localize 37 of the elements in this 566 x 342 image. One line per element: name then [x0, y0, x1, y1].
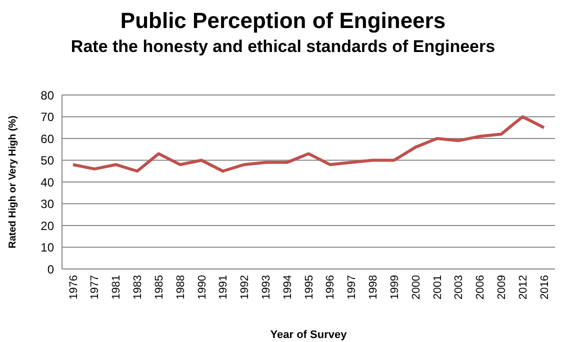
y-tick-label: 30: [40, 197, 54, 212]
x-tick-label: 2016: [538, 275, 551, 300]
y-tick-label: 80: [40, 88, 54, 102]
y-tick-label: 50: [40, 154, 54, 168]
x-axis-title: Year of Survey: [270, 329, 348, 341]
x-tick-label: 1976: [68, 275, 80, 300]
y-tick-label: 20: [40, 218, 54, 233]
x-tick-label: 1985: [153, 275, 166, 300]
x-tick-label: 2006: [474, 275, 487, 300]
x-tick-label: 2003: [453, 275, 466, 300]
x-tick-label: 2000: [410, 275, 422, 300]
x-tick-label: 1988: [174, 275, 187, 300]
x-tick-label: 1994: [282, 275, 294, 300]
x-tick-label: 1998: [368, 275, 380, 300]
y-tick-label: 0: [47, 262, 54, 276]
x-tick-label: 2001: [432, 275, 444, 300]
chart-title: Public Perception of Engineers: [119, 8, 447, 34]
y-axis-title: Rated High or Very High (%): [8, 116, 19, 248]
x-tick-label: 1993: [260, 275, 272, 300]
x-tick-label: 2009: [496, 275, 508, 300]
x-tick-label: 1983: [132, 275, 144, 300]
x-tick-label: 1997: [346, 275, 358, 300]
x-tick-label: 1977: [89, 275, 102, 300]
x-tick-label: 1990: [196, 275, 208, 300]
x-tick-label: 1999: [388, 275, 401, 300]
y-tick-label: 10: [40, 240, 54, 255]
x-tick-label: 1996: [324, 275, 337, 300]
chart-subtitle: Rate the honesty and ethical standards of Engineers: [70, 37, 496, 57]
y-tick-label: 70: [40, 110, 54, 124]
x-tick-label: 1981: [110, 275, 123, 300]
y-tick-label: 40: [40, 175, 54, 190]
x-tick-label: 1991: [218, 275, 230, 300]
y-tick-label: 60: [40, 132, 54, 146]
x-tick-label: 1995: [303, 275, 316, 300]
x-tick-label: 1992: [239, 275, 252, 300]
line-series: [72, 115, 546, 173]
x-tick-label: 2012: [517, 275, 530, 300]
